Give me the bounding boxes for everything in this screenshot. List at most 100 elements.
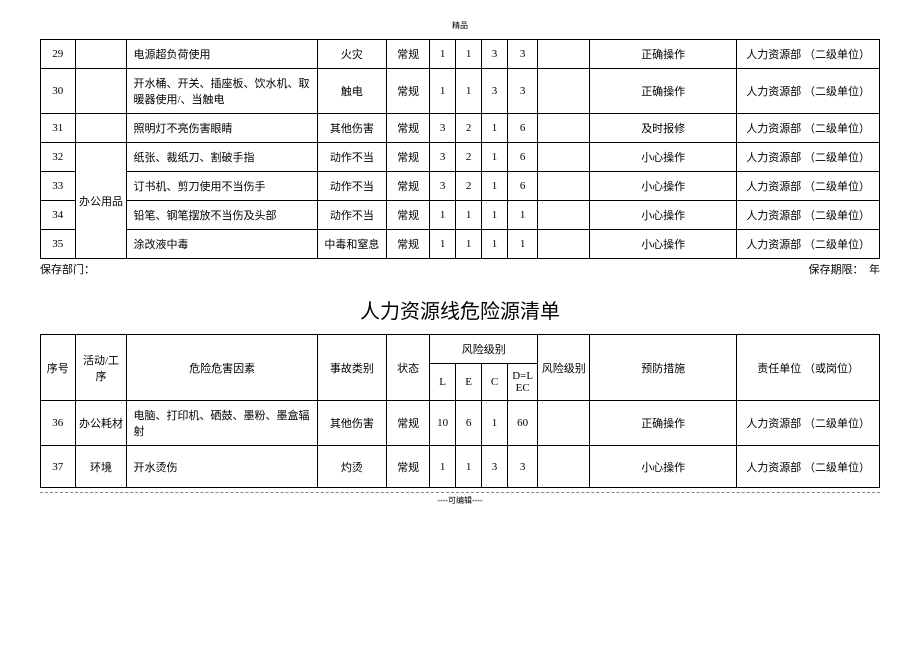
table-cell: 常规 xyxy=(386,69,429,114)
table-cell xyxy=(538,40,590,69)
table-cell xyxy=(75,40,127,69)
table-cell: 动作不当 xyxy=(317,201,386,230)
table-cell: 人力资源部 （二级单位） xyxy=(737,401,880,446)
table-cell: 订书机、剪刀使用不当伤手 xyxy=(127,172,317,201)
table-cell: 1 xyxy=(482,143,508,172)
table-cell: 常规 xyxy=(386,230,429,259)
table-cell: 3 xyxy=(482,446,508,488)
table-cell: 3 xyxy=(430,172,456,201)
table-cell: 1 xyxy=(482,401,508,446)
table-cell: 1 xyxy=(456,69,482,114)
table-row: 30开水桶、开关、插座板、饮水机、取暖器使用/、当触电触电常规1133正确操作人… xyxy=(41,69,880,114)
header-risk-group: 风险级别 xyxy=(430,335,538,364)
table-cell xyxy=(75,69,127,114)
table-cell: 6 xyxy=(508,143,538,172)
table-cell: 小心操作 xyxy=(590,201,737,230)
table-cell xyxy=(538,143,590,172)
document-title: 人力资源线危险源清单 xyxy=(40,295,880,324)
table-cell: 中毒和窒息 xyxy=(317,230,386,259)
table-cell: 60 xyxy=(508,401,538,446)
table-cell: 1 xyxy=(456,230,482,259)
table-cell: 常规 xyxy=(386,143,429,172)
table-cell: 常规 xyxy=(386,201,429,230)
table-cell: 常规 xyxy=(386,114,429,143)
table-cell: 33 xyxy=(41,172,76,201)
table-cell: 动作不当 xyxy=(317,172,386,201)
header-l: L xyxy=(430,364,456,401)
table-row: 33 订书机、剪刀使用不当伤手动作不当常规3216 小心操作人力资源部 （二级单位） xyxy=(41,172,880,201)
table-cell: 火灾 xyxy=(317,40,386,69)
table-cell: 正确操作 xyxy=(590,69,737,114)
table-cell: 1 xyxy=(482,201,508,230)
hazard-table-1: 29电源超负荷使用火灾常规1133正确操作人力资源部 （二级单位）30开水桶、开… xyxy=(40,39,880,259)
table-cell: 纸张、裁纸刀、割破手指 xyxy=(127,143,317,172)
table-cell: 3 xyxy=(430,114,456,143)
bottom-label: ----可编辑---- xyxy=(40,492,880,506)
header-state: 状态 xyxy=(386,335,429,401)
table-cell xyxy=(538,446,590,488)
footer-row: 保存部门： 保存期限： 年 xyxy=(40,261,880,277)
table-cell: 涂改液中毒 xyxy=(127,230,317,259)
table-cell: 其他伤害 xyxy=(317,401,386,446)
table-cell: 1 xyxy=(482,172,508,201)
table-row: 32办公用品纸张、裁纸刀、割破手指动作不当常规3216小心操作人力资源部 （二级… xyxy=(41,143,880,172)
table-cell: 3 xyxy=(508,69,538,114)
table-cell: 灼烫 xyxy=(317,446,386,488)
table-cell: 常规 xyxy=(386,40,429,69)
table-cell: 34 xyxy=(41,201,76,230)
header-resp: 责任单位 （或岗位） xyxy=(737,335,880,401)
table-cell: 办公耗材 xyxy=(75,401,127,446)
footer-left: 保存部门： xyxy=(40,261,95,277)
table-cell: 动作不当 xyxy=(317,143,386,172)
table-cell xyxy=(538,114,590,143)
table-cell: 1 xyxy=(482,230,508,259)
table-cell: 1 xyxy=(430,69,456,114)
table-cell: 铅笔、钢笔摆放不当伤及头部 xyxy=(127,201,317,230)
table-cell: 6 xyxy=(508,172,538,201)
table-cell: 人力资源部 （二级单位） xyxy=(737,69,880,114)
table-cell xyxy=(75,114,127,143)
table-cell: 6 xyxy=(508,114,538,143)
table-cell: 人力资源部 （二级单位） xyxy=(737,172,880,201)
table-cell: 32 xyxy=(41,143,76,172)
table-cell: 1 xyxy=(508,201,538,230)
table-cell: 1 xyxy=(430,230,456,259)
table-cell: 1 xyxy=(430,446,456,488)
table-cell: 1 xyxy=(430,201,456,230)
table-cell: 小心操作 xyxy=(590,172,737,201)
table-cell: 其他伤害 xyxy=(317,114,386,143)
table-cell: 小心操作 xyxy=(590,230,737,259)
table-cell: 1 xyxy=(508,230,538,259)
header-act: 活动/工序 xyxy=(75,335,127,401)
footer-right: 保存期限： 年 xyxy=(809,261,881,277)
table-cell: 1 xyxy=(482,114,508,143)
table-cell: 常规 xyxy=(386,446,429,488)
header-prevent: 预防措施 xyxy=(590,335,737,401)
table-cell xyxy=(538,401,590,446)
table-cell: 人力资源部 （二级单位） xyxy=(737,201,880,230)
table-cell: 人力资源部 （二级单位） xyxy=(737,230,880,259)
table-cell: 3 xyxy=(508,40,538,69)
table-cell: 常规 xyxy=(386,401,429,446)
table-cell: 电脑、打印机、硒鼓、墨粉、墨盒辐射 xyxy=(127,401,317,446)
table-cell: 1 xyxy=(456,446,482,488)
table-cell: 正确操作 xyxy=(590,40,737,69)
table-cell: 6 xyxy=(456,401,482,446)
header-seq: 序号 xyxy=(41,335,76,401)
table-cell: 2 xyxy=(456,172,482,201)
table-cell: 小心操作 xyxy=(590,143,737,172)
table-cell xyxy=(538,230,590,259)
table-cell: 37 xyxy=(41,446,76,488)
header-type: 事故类别 xyxy=(317,335,386,401)
header-c: C xyxy=(482,364,508,401)
table-row: 35涂改液中毒中毒和窒息常规1111小心操作人力资源部 （二级单位） xyxy=(41,230,880,259)
table-cell: 2 xyxy=(456,114,482,143)
table-cell: 30 xyxy=(41,69,76,114)
table-cell: 常规 xyxy=(386,172,429,201)
header-d: D=LEC xyxy=(508,364,538,401)
header-e: E xyxy=(456,364,482,401)
table-cell: 人力资源部 （二级单位） xyxy=(737,40,880,69)
table-cell: 电源超负荷使用 xyxy=(127,40,317,69)
table-cell xyxy=(538,69,590,114)
table-cell: 触电 xyxy=(317,69,386,114)
